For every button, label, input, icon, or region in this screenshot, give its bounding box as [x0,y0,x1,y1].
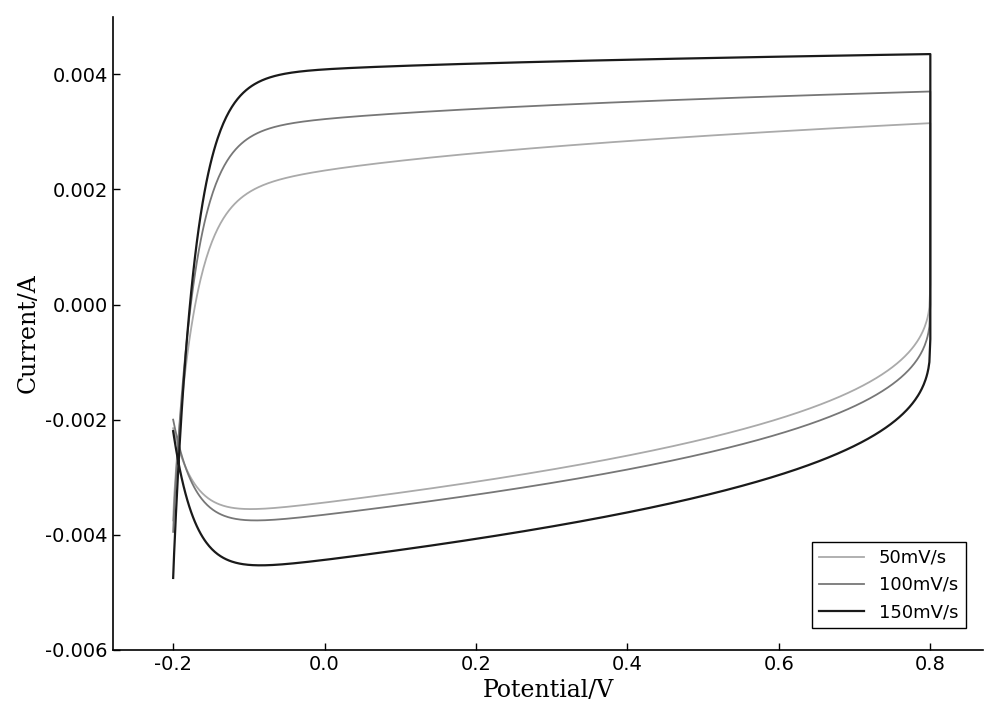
150mV/s [167,574,179,582]
Line: 150mV/s: 150mV/s [173,54,930,578]
50mV/s [264,504,276,513]
150mV/s [924,50,936,58]
150mV/s [906,399,918,408]
150mV/s [438,60,450,69]
100mV/s [438,106,450,115]
100mV/s [924,87,936,96]
100mV/s [196,232,208,240]
100mV/s [167,416,179,424]
150mV/s [196,205,208,214]
Line: 50mV/s: 50mV/s [173,123,930,521]
100mV/s [264,516,276,524]
50mV/s [167,424,179,433]
50mV/s [196,271,208,280]
50mV/s [852,123,864,132]
50mV/s [438,152,450,160]
100mV/s [852,89,864,98]
50mV/s [906,344,918,352]
150mV/s [852,51,864,60]
Y-axis label: Current/A: Current/A [17,273,40,393]
100mV/s [906,362,918,370]
150mV/s [637,505,649,513]
150mV/s [264,561,276,569]
150mV/s [167,427,179,436]
50mV/s [924,119,936,127]
Line: 100mV/s: 100mV/s [173,91,930,532]
50mV/s [637,448,649,457]
X-axis label: Potential/V: Potential/V [482,679,614,702]
Legend: 50mV/s, 100mV/s, 150mV/s: 50mV/s, 100mV/s, 150mV/s [812,541,966,628]
50mV/s [167,516,179,525]
100mV/s [637,462,649,471]
100mV/s [167,528,179,536]
